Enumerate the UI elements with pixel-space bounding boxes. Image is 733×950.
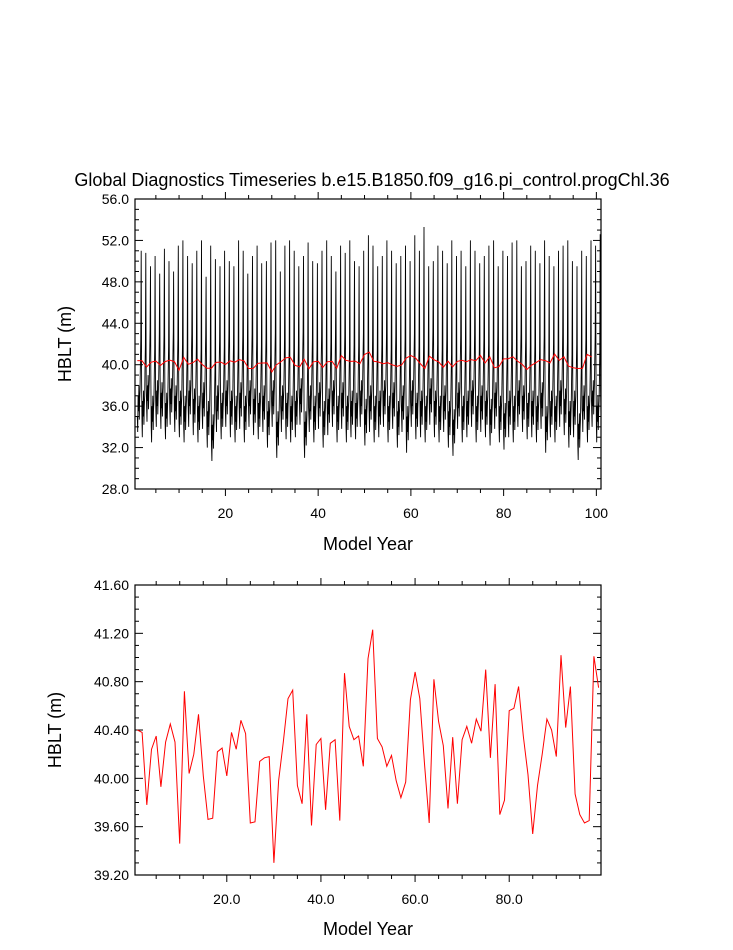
bottom-plot-area: 39.20 39.60 40.00 40.40 40.80 41.20 41.60 20.0 4… bbox=[94, 577, 602, 907]
top-plot-area: 28.0 32.0 36.0 40.0 44.0 48.0 52.0 56.0 20 40 60 80… bbox=[102, 191, 609, 521]
top-y-tick-label: 40.0 bbox=[102, 357, 129, 373]
bottom-y-tick-label: 39.20 bbox=[94, 867, 129, 883]
top-x-tick-label: 60 bbox=[403, 505, 419, 521]
top-y-tick-label: 44.0 bbox=[102, 315, 129, 331]
bottom-y-tick-label: 40.00 bbox=[94, 770, 129, 786]
top-x-tick-label: 100 bbox=[585, 505, 609, 521]
bottom-x-tick-label: 80.0 bbox=[496, 891, 523, 907]
bottom-y-tick-label: 40.80 bbox=[94, 674, 129, 690]
top-y-tick-label: 28.0 bbox=[102, 481, 129, 497]
bottom-x-tick-label: 60.0 bbox=[401, 891, 428, 907]
bottom-y-axis-title: HBLT (m) bbox=[45, 692, 65, 768]
top-y-axis-title: HBLT (m) bbox=[55, 306, 75, 382]
top-x-tick-label: 20 bbox=[218, 505, 234, 521]
top-y-tick-label: 48.0 bbox=[102, 274, 129, 290]
bottom-panel: 39.20 39.60 40.00 40.40 40.80 41.20 41.60 20.0 4… bbox=[45, 577, 602, 939]
top-x-tick-label: 80 bbox=[496, 505, 512, 521]
bottom-x-tick-label: 20.0 bbox=[213, 891, 240, 907]
top-panel: 28.0 32.0 36.0 40.0 44.0 48.0 52.0 56.0 20 40 60 80… bbox=[55, 191, 608, 554]
top-y-tick-label: 36.0 bbox=[102, 398, 129, 414]
bottom-y-tick-label: 40.40 bbox=[94, 722, 129, 738]
top-monthly-series-line bbox=[136, 226, 601, 462]
bottom-y-tick-label: 41.60 bbox=[94, 577, 129, 593]
bottom-plot-frame bbox=[134, 584, 602, 876]
bottom-y-tick-label: 41.20 bbox=[94, 625, 129, 641]
bottom-y-tick-label: 39.60 bbox=[94, 819, 129, 835]
top-y-tick-label: 56.0 bbox=[102, 191, 129, 207]
bottom-annual-series-line bbox=[137, 629, 600, 863]
top-annual-series-line bbox=[137, 351, 592, 373]
chart-title: Global Diagnostics Timeseries b.e15.B185… bbox=[74, 170, 669, 191]
top-y-tick-label: 52.0 bbox=[102, 232, 129, 248]
bottom-x-tick-label: 40.0 bbox=[307, 891, 334, 907]
top-y-tick-label: 32.0 bbox=[102, 440, 129, 456]
top-x-axis-title: Model Year bbox=[323, 534, 413, 554]
bottom-x-axis-title: Model Year bbox=[323, 919, 413, 939]
top-x-tick-label: 40 bbox=[310, 505, 326, 521]
